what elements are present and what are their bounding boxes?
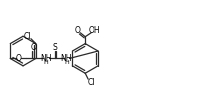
- Text: Cl: Cl: [23, 32, 31, 41]
- Text: O: O: [75, 26, 81, 35]
- Text: H: H: [64, 60, 69, 65]
- Text: O: O: [16, 54, 22, 63]
- Text: H: H: [43, 60, 48, 65]
- Text: NH: NH: [40, 54, 51, 63]
- Text: Cl: Cl: [87, 78, 95, 87]
- Text: O: O: [31, 43, 37, 52]
- Text: S: S: [52, 43, 57, 52]
- Text: NH: NH: [61, 54, 72, 63]
- Text: OH: OH: [88, 26, 100, 35]
